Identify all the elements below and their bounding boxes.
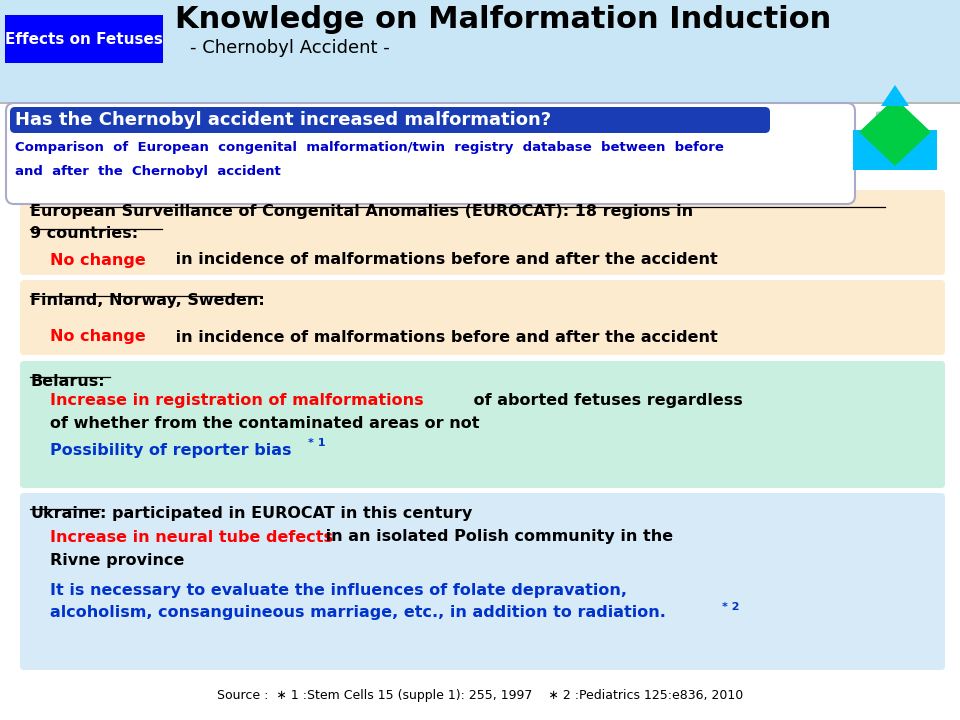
FancyBboxPatch shape	[20, 361, 945, 488]
Text: Finland, Norway, Sweden:: Finland, Norway, Sweden:	[30, 293, 265, 308]
Text: Possibility of reporter bias: Possibility of reporter bias	[50, 443, 292, 457]
Text: It is necessary to evaluate the influences of folate depravation,: It is necessary to evaluate the influenc…	[50, 582, 627, 598]
FancyBboxPatch shape	[5, 15, 163, 63]
Text: 9 countries:: 9 countries:	[30, 226, 138, 241]
Text: Source :  ∗ 1 :Stem Cells 15 (supple 1): 255, 1997    ∗ 2 :Pediatrics 125:e836, : Source : ∗ 1 :Stem Cells 15 (supple 1): …	[217, 688, 743, 701]
Text: alcoholism, consanguineous marriage, etc., in addition to radiation.: alcoholism, consanguineous marriage, etc…	[50, 606, 666, 621]
Text: Increase in neural tube defects: Increase in neural tube defects	[50, 529, 333, 544]
FancyBboxPatch shape	[0, 0, 960, 102]
Text: in an isolated Polish community in the: in an isolated Polish community in the	[320, 529, 673, 544]
Text: Has the Chernobyl accident increased malformation?: Has the Chernobyl accident increased mal…	[15, 111, 551, 129]
Text: No change: No change	[50, 253, 146, 268]
Text: : participated in EUROCAT in this century: : participated in EUROCAT in this centur…	[100, 506, 472, 521]
Text: European Surveillance of Congenital Anomalies (EUROCAT): 18 regions in: European Surveillance of Congenital Anom…	[30, 204, 693, 219]
FancyBboxPatch shape	[6, 103, 855, 204]
Polygon shape	[859, 98, 931, 166]
Text: Effects on Fetuses: Effects on Fetuses	[5, 32, 163, 47]
Text: - Chernobyl Accident -: - Chernobyl Accident -	[190, 39, 390, 57]
FancyBboxPatch shape	[20, 493, 945, 670]
Text: in incidence of malformations before and after the accident: in incidence of malformations before and…	[170, 253, 718, 268]
Text: * 2: * 2	[722, 602, 739, 612]
Text: in incidence of malformations before and after the accident: in incidence of malformations before and…	[170, 330, 718, 344]
Polygon shape	[881, 85, 909, 106]
Text: Comparison  of  European  congenital  malformation/twin  registry  database  bet: Comparison of European congenital malfor…	[15, 142, 724, 155]
Text: No change: No change	[50, 330, 146, 344]
Polygon shape	[853, 130, 937, 170]
Text: of aborted fetuses regardless: of aborted fetuses regardless	[468, 392, 743, 408]
Text: of whether from the contaminated areas or not: of whether from the contaminated areas o…	[50, 415, 479, 431]
Text: and  after  the  Chernobyl  accident: and after the Chernobyl accident	[15, 166, 280, 179]
Polygon shape	[897, 112, 913, 130]
Text: Ukraine: Ukraine	[30, 506, 100, 521]
Polygon shape	[873, 112, 889, 130]
FancyBboxPatch shape	[10, 107, 770, 133]
Text: * 1: * 1	[308, 438, 325, 448]
Text: Rivne province: Rivne province	[50, 552, 184, 567]
FancyBboxPatch shape	[20, 280, 945, 355]
Text: Increase in registration of malformations: Increase in registration of malformation…	[50, 392, 423, 408]
Text: Belarus:: Belarus:	[30, 374, 105, 389]
Text: Knowledge on Malformation Induction: Knowledge on Malformation Induction	[175, 6, 831, 35]
FancyBboxPatch shape	[20, 190, 945, 275]
